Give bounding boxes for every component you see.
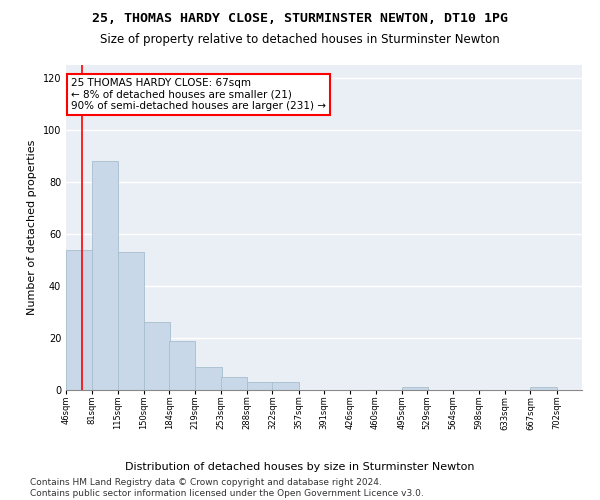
Bar — [118, 252, 144, 390]
Bar — [221, 377, 247, 390]
Text: 25, THOMAS HARDY CLOSE, STURMINSTER NEWTON, DT10 1PG: 25, THOMAS HARDY CLOSE, STURMINSTER NEWT… — [92, 12, 508, 26]
Y-axis label: Number of detached properties: Number of detached properties — [27, 140, 37, 315]
Bar — [144, 322, 170, 390]
Bar — [247, 382, 273, 390]
Text: Distribution of detached houses by size in Sturminster Newton: Distribution of detached houses by size … — [125, 462, 475, 472]
Bar — [196, 366, 221, 390]
Text: Contains HM Land Registry data © Crown copyright and database right 2024.
Contai: Contains HM Land Registry data © Crown c… — [30, 478, 424, 498]
Bar — [402, 388, 428, 390]
Bar — [92, 161, 118, 390]
Text: 25 THOMAS HARDY CLOSE: 67sqm
← 8% of detached houses are smaller (21)
90% of sem: 25 THOMAS HARDY CLOSE: 67sqm ← 8% of det… — [71, 78, 326, 111]
Bar — [272, 382, 299, 390]
Bar — [530, 388, 557, 390]
Text: Size of property relative to detached houses in Sturminster Newton: Size of property relative to detached ho… — [100, 32, 500, 46]
Bar — [169, 340, 196, 390]
Bar — [66, 250, 92, 390]
